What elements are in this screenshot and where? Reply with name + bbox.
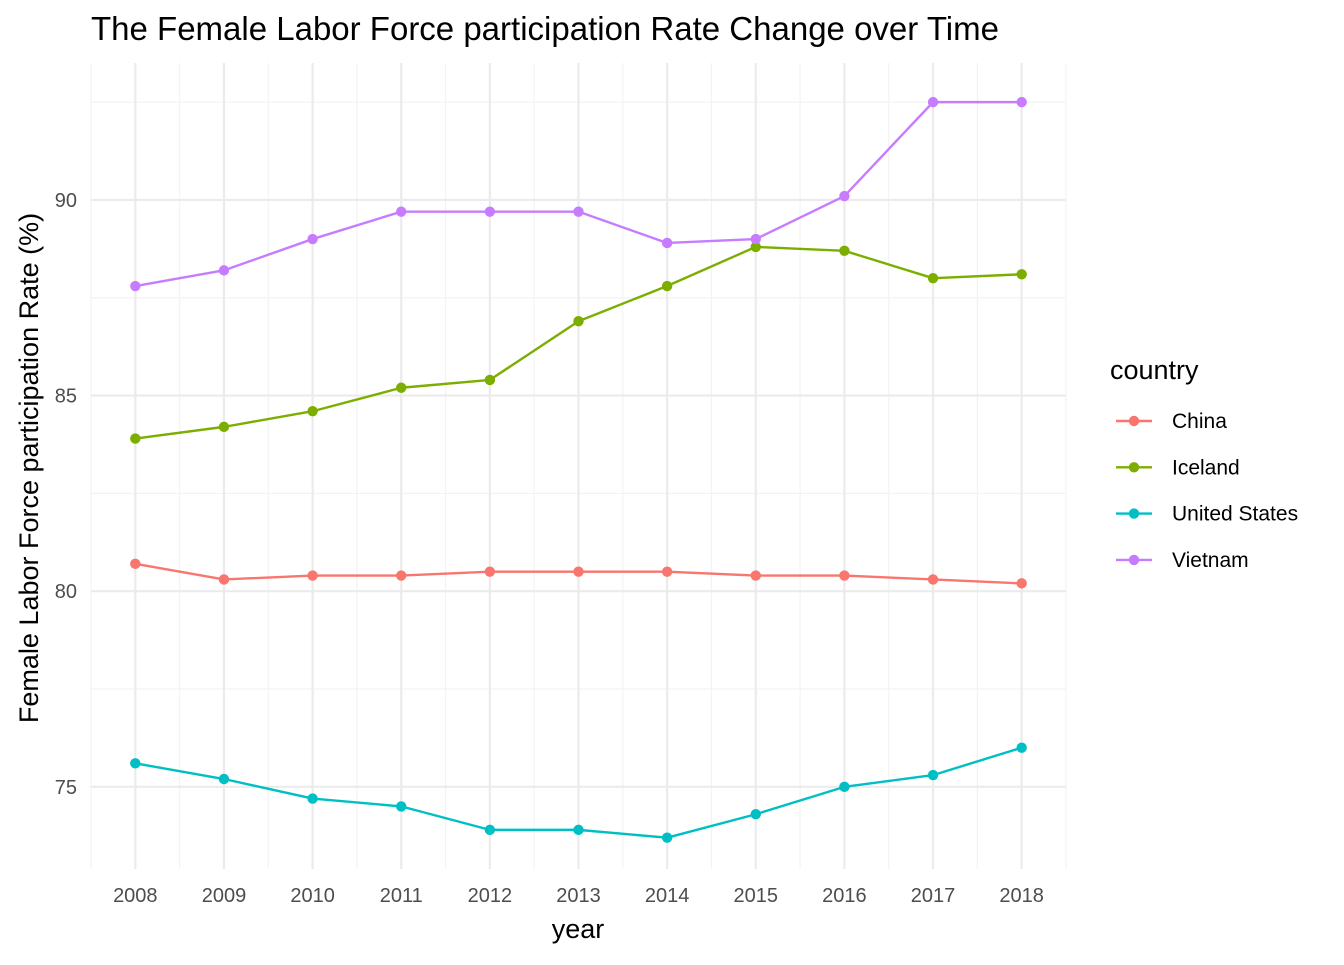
x-tick-label: 2009 bbox=[202, 885, 247, 907]
data-point-vietnam bbox=[573, 206, 584, 217]
y-tick-label: 90 bbox=[55, 190, 77, 212]
legend-label: China bbox=[1172, 410, 1227, 433]
data-point-vietnam bbox=[484, 206, 496, 217]
data-point-united-states bbox=[307, 793, 318, 804]
y-tick-label: 85 bbox=[55, 386, 77, 408]
x-tick-label: 2010 bbox=[290, 885, 335, 907]
data-point-iceland bbox=[484, 374, 496, 386]
legend-items: China Iceland United States Vietnam bbox=[1116, 410, 1298, 572]
data-point-iceland bbox=[927, 272, 939, 284]
data-point-iceland bbox=[307, 406, 318, 417]
data-point-iceland bbox=[1016, 269, 1027, 280]
data-point-united-states bbox=[396, 801, 407, 812]
legend-label: United States bbox=[1172, 503, 1298, 526]
x-tick-label: 2008 bbox=[113, 885, 158, 907]
legend-key-point bbox=[1128, 462, 1140, 473]
data-point-vietnam bbox=[130, 280, 141, 292]
y-axis-title: Female Labor Force participation Rate (%… bbox=[14, 213, 44, 723]
x-axis-ticks: 2008 2009 2010 2011 2012 2013 2014 2015 2016 2017… bbox=[113, 885, 1044, 907]
data-point-china bbox=[218, 574, 230, 585]
data-point-china bbox=[484, 566, 496, 577]
legend-label: Iceland bbox=[1172, 456, 1240, 479]
data-point-vietnam bbox=[750, 233, 761, 245]
data-point-united-states bbox=[130, 758, 141, 769]
data-point-vietnam bbox=[218, 265, 230, 276]
data-point-iceland bbox=[839, 245, 850, 257]
data-point-iceland bbox=[130, 433, 141, 444]
legend-key-point bbox=[1128, 415, 1140, 427]
data-point-china bbox=[1016, 578, 1027, 589]
x-tick-label: 2016 bbox=[822, 885, 867, 907]
data-point-vietnam bbox=[1016, 96, 1027, 108]
legend: country China Iceland United States Vietnam bbox=[1110, 355, 1298, 572]
data-point-united-states bbox=[750, 809, 761, 820]
legend-title: country bbox=[1110, 355, 1199, 385]
legend-key-point bbox=[1128, 554, 1140, 566]
data-point-china bbox=[661, 566, 673, 577]
data-point-china bbox=[573, 566, 584, 577]
x-tick-label: 2014 bbox=[645, 885, 690, 907]
data-point-iceland bbox=[218, 421, 230, 433]
y-tick-label: 75 bbox=[55, 777, 77, 799]
y-axis-ticks: 75 80 85 90 bbox=[55, 190, 77, 799]
data-point-united-states bbox=[1016, 742, 1027, 753]
data-point-united-states bbox=[573, 824, 584, 836]
data-point-vietnam bbox=[661, 237, 673, 249]
data-point-vietnam bbox=[396, 206, 407, 217]
data-point-united-states bbox=[218, 773, 230, 785]
legend-label: Vietnam bbox=[1172, 549, 1249, 572]
series-united-states bbox=[130, 742, 1027, 843]
data-point-united-states bbox=[661, 832, 673, 843]
data-point-iceland bbox=[396, 382, 407, 393]
data-point-china bbox=[839, 570, 850, 581]
data-point-vietnam bbox=[839, 190, 850, 202]
grid-lines bbox=[90, 63, 1067, 869]
x-tick-label: 2011 bbox=[380, 885, 423, 907]
x-tick-label: 2012 bbox=[468, 885, 513, 907]
data-point-iceland bbox=[750, 241, 761, 253]
data-point-united-states bbox=[839, 781, 850, 793]
x-tick-label: 2013 bbox=[556, 885, 601, 907]
data-point-united-states bbox=[484, 824, 496, 836]
data-point-china bbox=[396, 570, 407, 581]
data-point-vietnam bbox=[927, 96, 939, 108]
data-point-china bbox=[130, 558, 141, 570]
chart-title: The Female Labor Force participation Rat… bbox=[91, 10, 999, 47]
series-china bbox=[130, 558, 1027, 589]
data-point-iceland bbox=[661, 280, 673, 292]
series-vietnam bbox=[130, 96, 1027, 292]
y-tick-label: 80 bbox=[55, 581, 77, 603]
data-point-china bbox=[307, 570, 318, 581]
x-tick-label: 2018 bbox=[999, 885, 1044, 907]
legend-item-iceland: Iceland bbox=[1116, 456, 1240, 479]
legend-key-point bbox=[1128, 508, 1140, 519]
x-axis-title: year bbox=[552, 914, 605, 944]
legend-item-china: China bbox=[1116, 410, 1227, 433]
series-iceland bbox=[130, 241, 1027, 444]
legend-item-united-states: United States bbox=[1116, 503, 1298, 526]
data-point-china bbox=[927, 574, 939, 585]
series-lines bbox=[130, 96, 1027, 843]
data-point-iceland bbox=[573, 316, 584, 327]
data-point-china bbox=[750, 570, 761, 581]
x-tick-label: 2017 bbox=[911, 885, 956, 907]
data-point-vietnam bbox=[307, 233, 318, 245]
x-tick-label: 2015 bbox=[734, 885, 779, 907]
data-point-united-states bbox=[927, 769, 939, 781]
legend-item-vietnam: Vietnam bbox=[1116, 549, 1249, 572]
